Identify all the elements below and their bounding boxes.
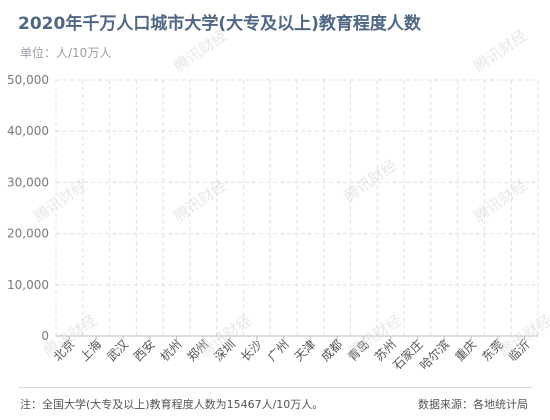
x-tick-label: 天津 — [292, 337, 319, 364]
footnote: 注：全国大学(大专及以上)教育程度人数为15467人/10万人。 — [20, 398, 324, 411]
x-tick-label: 重庆 — [452, 337, 479, 364]
x-tick-label: 临沂 — [506, 337, 533, 364]
data-source: 数据来源：各地统计局 — [418, 398, 528, 411]
x-tick-label: 杭州 — [157, 337, 185, 365]
bar-chart: 0 10,000 20,000 30,000 40,000 50,000 北京 上海 武汉 西安杭… — [7, 73, 539, 373]
x-tick-label: 长沙 — [238, 337, 265, 364]
x-tick-label: 武汉 — [104, 337, 131, 364]
y-tick-label: 50,000 — [7, 73, 49, 87]
x-tick-label: 上海 — [77, 337, 105, 365]
y-tick-label: 10,000 — [7, 278, 49, 292]
x-tick-label: 西安 — [130, 337, 158, 365]
y-tick-label: 0 — [41, 329, 49, 343]
x-tick-label: 北京 — [51, 337, 78, 364]
chart-title: 2020年千万人口城市大学(大专及以上)教育程度人数 — [18, 14, 421, 34]
x-tick-label: 郑州 — [184, 337, 212, 365]
y-tick-label: 40,000 — [7, 124, 49, 138]
x-tick-label: 东莞 — [479, 337, 506, 364]
unit-label: 单位：人/10万人 — [20, 46, 112, 60]
x-tick-label: 成都 — [318, 337, 345, 364]
x-tick-label: 深圳 — [211, 337, 238, 364]
x-tick-label: 广州 — [265, 337, 292, 364]
y-tick-label: 30,000 — [7, 175, 49, 189]
footer-divider — [18, 387, 532, 388]
x-tick-label: 青岛 — [344, 337, 372, 365]
x-tick-label: 哈尔滨 — [416, 337, 452, 373]
y-tick-label: 20,000 — [7, 227, 49, 241]
